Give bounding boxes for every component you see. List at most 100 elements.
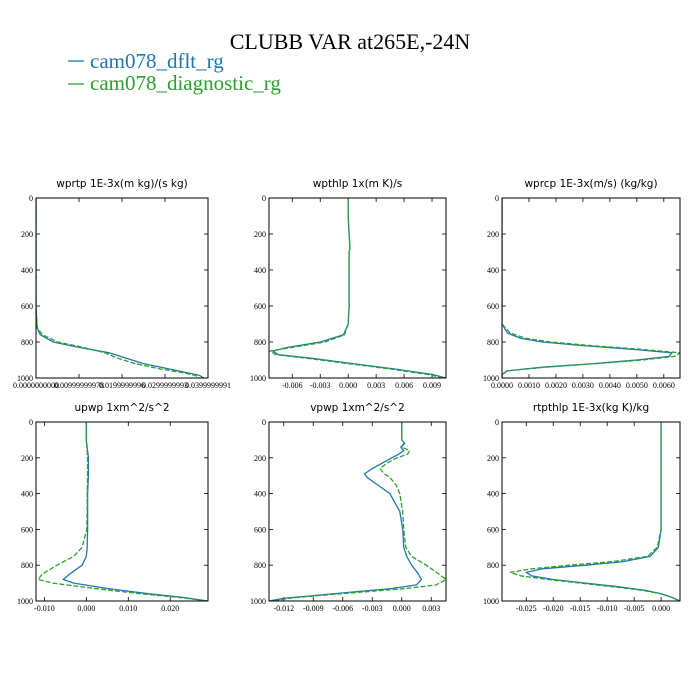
y-tick-label: 800	[487, 561, 499, 570]
x-tick-label: 0.0020	[545, 381, 567, 390]
y-tick-label: 200	[254, 454, 266, 463]
y-tick-label: 400	[254, 266, 266, 275]
y-tick-label: 1000	[483, 597, 499, 606]
y-tick-label: 800	[21, 561, 33, 570]
x-tick-label: -0.010	[597, 604, 618, 613]
x-tick-label: -0.012	[273, 604, 294, 613]
series-line-diagnostic	[269, 198, 445, 378]
y-tick-label: 0	[262, 194, 266, 203]
y-tick-label: 600	[21, 302, 33, 311]
x-tick-label: 0.000	[339, 381, 357, 390]
panel-3: upwp 1xm^2/s^2 0 200 400 600 800 1000-0.010 0.0…	[17, 402, 209, 613]
series-line-diagnostic	[273, 422, 446, 601]
panel-1: wpthlp 1x(m K)/s 0 200 400 600 800 1000 -0.006-…	[250, 178, 447, 390]
y-tick-label: 400	[487, 490, 499, 499]
panel-2: wprcp 1E-3x(m/s) (kg/kg) 0 200 400 600 800 100…	[483, 178, 681, 390]
y-tick-label: 800	[254, 561, 266, 570]
series-line-diagnostic	[502, 198, 680, 378]
y-tick-label: 1000	[250, 374, 266, 383]
series-line-dflt	[269, 422, 423, 601]
y-tick-label: 200	[487, 454, 499, 463]
y-tick-label: 600	[487, 302, 499, 311]
plot-frame	[501, 197, 681, 379]
series-line-diagnostic	[36, 198, 200, 378]
x-tick-label: 0.0199999996	[99, 381, 145, 390]
x-tick-label: -0.010	[34, 604, 55, 613]
y-tick-label: 1000	[483, 374, 499, 383]
plot-frame	[268, 421, 447, 602]
panel-title: wpthlp 1x(m K)/s	[313, 178, 403, 190]
y-tick-label: 800	[254, 338, 266, 347]
y-tick-label: 800	[21, 338, 33, 347]
y-tick-label: 200	[21, 230, 33, 239]
plot-frame	[268, 197, 447, 379]
series-line-diagnostic	[36, 422, 208, 601]
y-tick-label: 800	[487, 338, 499, 347]
series-line-dflt	[502, 198, 674, 378]
panel-4: vpwp 1xm^2/s^2 0 200 400 600 800 1000 -0.012 -0.…	[250, 402, 447, 613]
y-tick-label: 400	[487, 266, 499, 275]
x-tick-label: -0.003	[362, 604, 383, 613]
plot-frame	[35, 197, 209, 379]
legend-label-dflt: cam078_dflt_rg	[90, 49, 224, 73]
x-tick-label: -0.005	[624, 604, 645, 613]
panel-5: rtpthlp 1E-3x(kg K)/kg 0 200 400 600 800 1000 -…	[483, 402, 681, 613]
x-tick-label: 0.020	[161, 604, 179, 613]
y-tick-label: 0	[495, 194, 499, 203]
x-tick-label: 0.0010	[518, 381, 540, 390]
y-tick-label: 400	[254, 490, 266, 499]
x-tick-label: 0.006	[395, 381, 413, 390]
x-tick-label: 0.010	[119, 604, 137, 613]
panel-title: wprtp 1E-3x(m kg)/(s kg)	[56, 178, 187, 190]
x-tick-label: 0.009	[423, 381, 441, 390]
y-tick-label: 600	[487, 525, 499, 534]
series-line-dflt	[62, 422, 208, 601]
x-tick-label: 0.0030	[572, 381, 594, 390]
x-tick-label: 0.003	[422, 604, 440, 613]
panels: wprtp 1E-3x(m kg)/(s kg) 0 200 400 600 800 100…	[13, 178, 681, 613]
legend: cam078_dflt_rg cam078_diagnostic_rg	[68, 49, 281, 95]
y-tick-label: 0	[495, 418, 499, 427]
x-tick-label: -0.020	[543, 604, 564, 613]
x-tick-label: 0.0000000000	[13, 381, 59, 390]
panel-0: wprtp 1E-3x(m kg)/(s kg) 0 200 400 600 800 100…	[13, 178, 231, 390]
series-line-dflt	[271, 198, 446, 378]
y-tick-label: 200	[21, 454, 33, 463]
series-line-dflt	[524, 422, 680, 601]
x-tick-label: 0.0040	[599, 381, 621, 390]
legend-label-diagnostic: cam078_diagnostic_rg	[90, 71, 281, 95]
y-tick-label: 1000	[250, 597, 266, 606]
x-tick-label: -0.015	[570, 604, 591, 613]
y-tick-label: 1000	[17, 597, 33, 606]
x-tick-label: -0.025	[516, 604, 537, 613]
x-tick-label: 0.0399999991	[185, 381, 231, 390]
x-tick-label: 0.000	[393, 604, 411, 613]
panel-title: vpwp 1xm^2/s^2	[310, 402, 405, 414]
series-line-diagnostic	[509, 422, 680, 601]
x-tick-label: 0.000	[77, 604, 95, 613]
y-tick-label: 0	[29, 418, 33, 427]
x-tick-label: 0.0000	[491, 381, 513, 390]
y-tick-label: 200	[487, 230, 499, 239]
plot-frame	[501, 421, 681, 602]
y-tick-label: 1000	[17, 374, 33, 383]
series-line-dflt	[36, 198, 205, 378]
y-tick-label: 0	[262, 418, 266, 427]
plot-frame	[35, 421, 209, 602]
y-tick-label: 200	[254, 230, 266, 239]
x-tick-label: -0.003	[310, 381, 331, 390]
x-tick-label: 0.0050	[626, 381, 648, 390]
y-tick-label: 600	[254, 302, 266, 311]
x-tick-label: 0.003	[367, 381, 385, 390]
x-tick-label: -0.006	[282, 381, 303, 390]
x-tick-label: 0.0060	[653, 381, 675, 390]
x-tick-label: 0.00999999978	[54, 381, 104, 390]
panel-title: upwp 1xm^2/s^2	[75, 402, 170, 414]
x-tick-label: -0.009	[303, 604, 324, 613]
y-tick-label: 0	[29, 194, 33, 203]
x-tick-label: 0.0299999993	[142, 381, 188, 390]
x-tick-label: -0.006	[332, 604, 353, 613]
y-tick-label: 600	[21, 525, 33, 534]
y-tick-label: 400	[21, 490, 33, 499]
